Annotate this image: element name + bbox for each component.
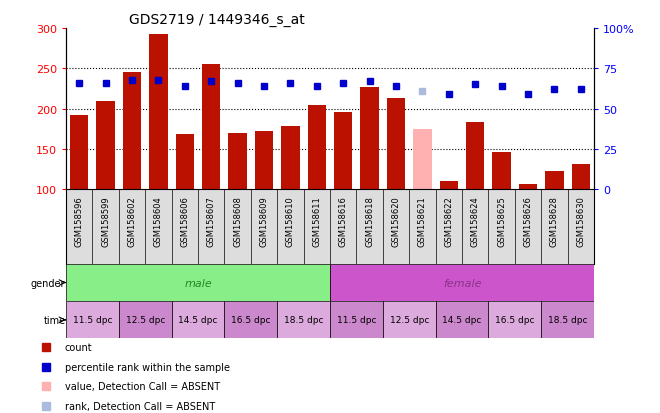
Text: GSM158608: GSM158608 xyxy=(233,196,242,247)
Text: 14.5 dpc: 14.5 dpc xyxy=(442,316,482,325)
Bar xyxy=(308,105,326,190)
Bar xyxy=(436,301,488,339)
Bar xyxy=(387,99,405,190)
Bar xyxy=(330,301,383,339)
Text: GSM158596: GSM158596 xyxy=(75,196,84,247)
Text: 16.5 dpc: 16.5 dpc xyxy=(495,316,535,325)
Text: GSM158625: GSM158625 xyxy=(497,196,506,247)
Text: GSM158618: GSM158618 xyxy=(365,196,374,247)
Bar xyxy=(440,182,458,190)
Bar xyxy=(545,171,564,190)
Text: 16.5 dpc: 16.5 dpc xyxy=(231,316,271,325)
Bar xyxy=(281,127,300,190)
Text: gender: gender xyxy=(31,278,65,288)
Bar xyxy=(334,113,352,190)
Bar xyxy=(119,301,172,339)
Text: GSM158604: GSM158604 xyxy=(154,196,163,247)
Text: GSM158611: GSM158611 xyxy=(312,196,321,247)
Text: GSM158628: GSM158628 xyxy=(550,196,559,247)
Bar xyxy=(96,102,115,190)
Text: GSM158620: GSM158620 xyxy=(391,196,401,247)
Text: 18.5 dpc: 18.5 dpc xyxy=(548,316,587,325)
Bar xyxy=(466,123,484,190)
Bar xyxy=(70,116,88,190)
Bar xyxy=(255,132,273,190)
Text: GSM158599: GSM158599 xyxy=(101,196,110,247)
Text: percentile rank within the sample: percentile rank within the sample xyxy=(65,362,230,372)
Bar xyxy=(66,264,330,301)
Bar xyxy=(572,165,590,190)
Text: female: female xyxy=(443,278,481,288)
Text: time: time xyxy=(44,315,65,325)
Text: GSM158624: GSM158624 xyxy=(471,196,480,247)
Bar xyxy=(202,64,220,190)
Bar xyxy=(224,301,277,339)
Bar xyxy=(149,35,168,190)
Bar xyxy=(172,301,224,339)
Bar xyxy=(277,301,330,339)
Text: 11.5 dpc: 11.5 dpc xyxy=(73,316,112,325)
Bar xyxy=(413,130,432,190)
Bar xyxy=(488,301,541,339)
Text: 18.5 dpc: 18.5 dpc xyxy=(284,316,323,325)
Text: GSM158602: GSM158602 xyxy=(127,196,137,247)
Bar xyxy=(66,301,119,339)
Text: male: male xyxy=(184,278,212,288)
Text: GSM158607: GSM158607 xyxy=(207,196,216,247)
Text: 11.5 dpc: 11.5 dpc xyxy=(337,316,376,325)
Text: GSM158626: GSM158626 xyxy=(523,196,533,247)
Text: GSM158622: GSM158622 xyxy=(444,196,453,247)
Text: GSM158610: GSM158610 xyxy=(286,196,295,247)
Bar xyxy=(176,134,194,190)
Bar xyxy=(383,301,436,339)
Bar xyxy=(541,301,594,339)
Text: 14.5 dpc: 14.5 dpc xyxy=(178,316,218,325)
Bar xyxy=(330,264,594,301)
Text: 12.5 dpc: 12.5 dpc xyxy=(125,316,165,325)
Bar xyxy=(519,184,537,190)
Text: count: count xyxy=(65,343,92,353)
Bar xyxy=(228,134,247,190)
Text: GSM158621: GSM158621 xyxy=(418,196,427,247)
Bar xyxy=(360,88,379,190)
Text: GSM158616: GSM158616 xyxy=(339,196,348,247)
Text: GSM158630: GSM158630 xyxy=(576,196,585,247)
Text: value, Detection Call = ABSENT: value, Detection Call = ABSENT xyxy=(65,381,220,391)
Text: rank, Detection Call = ABSENT: rank, Detection Call = ABSENT xyxy=(65,401,215,411)
Bar xyxy=(492,153,511,190)
Text: 12.5 dpc: 12.5 dpc xyxy=(389,316,429,325)
Bar xyxy=(123,72,141,190)
Text: GSM158606: GSM158606 xyxy=(180,196,189,247)
Text: GSM158609: GSM158609 xyxy=(259,196,269,247)
Text: GDS2719 / 1449346_s_at: GDS2719 / 1449346_s_at xyxy=(129,12,305,26)
